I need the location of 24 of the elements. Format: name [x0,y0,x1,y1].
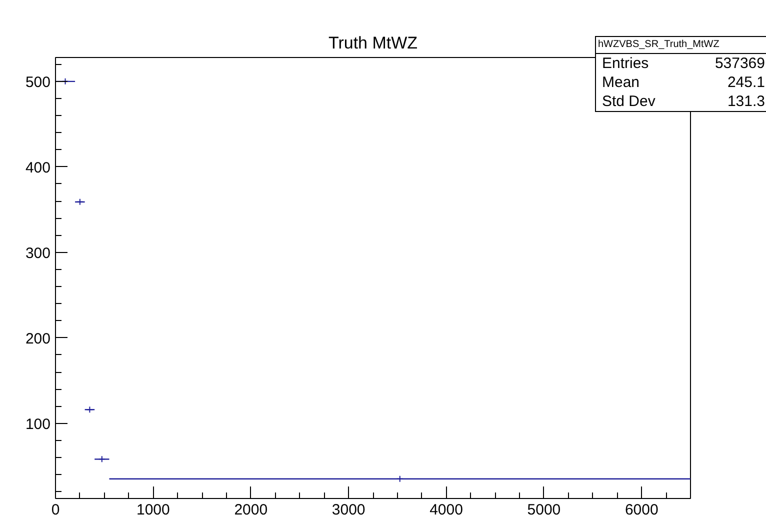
x-tick-label: 5000 [527,502,561,518]
text: 537369 [714,54,766,74]
y-tick-label: 400 [25,159,51,176]
annotation: Entries [601,54,650,74]
annotation: Std Dev [601,92,656,112]
text: 131.3 [726,92,766,112]
y-tick-label: 100 [25,416,51,433]
point [396,475,404,482]
x-tick-label: 1000 [136,502,170,518]
y-tick-label: 200 [25,330,51,348]
point [86,406,94,414]
x-tick-label: 3000 [332,502,366,518]
point [76,198,84,206]
x-tick-label: 4000 [430,502,463,518]
text: hWZVBS_SR_Truth_MtWZ [596,37,766,54]
x-tick-label: 6000 [624,502,658,518]
y-tick-label: 300 [25,244,51,262]
text: 245.1 [726,73,766,92]
annotation: Mean [601,73,641,92]
x-tick-label: 0 [51,502,60,518]
point [98,456,106,463]
y-tick-label: 500 [25,74,51,91]
chart-title: Truth MtWZ [328,34,418,52]
x-tick-label: 2000 [234,502,268,518]
